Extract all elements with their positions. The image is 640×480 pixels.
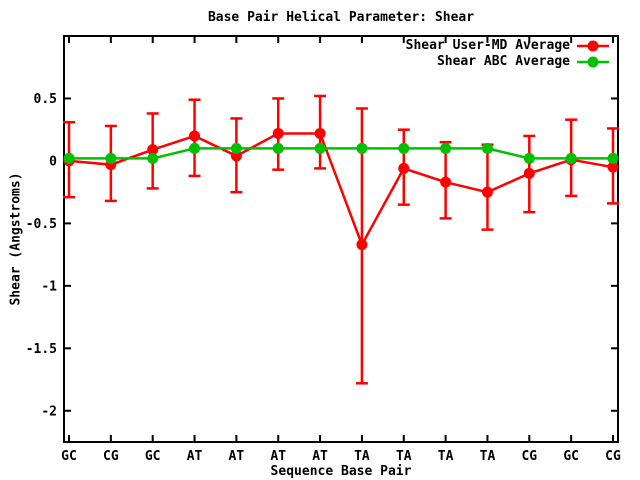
data-point <box>356 239 368 251</box>
data-point <box>189 130 201 142</box>
data-point <box>398 142 410 154</box>
data-point <box>356 142 368 154</box>
y-tick-label: -2 <box>41 404 57 419</box>
x-tick-label: CG <box>521 449 537 464</box>
legend-swatch-red-icon <box>577 40 609 51</box>
data-point <box>607 152 619 164</box>
plot-border <box>63 35 619 443</box>
legend-item-abc: Shear ABC Average <box>406 54 610 69</box>
data-point <box>314 142 326 154</box>
data-point <box>314 127 326 139</box>
data-point <box>523 152 535 164</box>
x-tick-label: CG <box>605 449 621 464</box>
y-tick-label: -1 <box>41 279 57 294</box>
data-point <box>147 144 159 156</box>
series-line-1 <box>69 147 613 160</box>
series-line-0 <box>68 132 614 248</box>
x-tick-label: GC <box>61 449 77 464</box>
data-point <box>481 186 493 198</box>
data-point <box>440 142 452 154</box>
chart-title: Base Pair Helical Parameter: Shear <box>207 10 475 25</box>
legend-item-user-md: Shear User-MD Average <box>406 38 610 53</box>
x-tick-label: AT <box>229 449 245 464</box>
x-tick-label: AT <box>312 449 328 464</box>
data-point <box>565 152 577 164</box>
x-tick-label: TA <box>354 449 370 464</box>
x-tick-label: GC <box>563 449 579 464</box>
data-point <box>105 152 117 164</box>
y-tick-label: 0 <box>49 154 57 169</box>
y-tick-label: -1.5 <box>26 342 57 357</box>
legend: Shear User-MD Average Shear ABC Average <box>406 38 610 69</box>
data-point <box>523 167 535 179</box>
x-tick-label: TA <box>438 449 454 464</box>
data-point <box>272 127 284 139</box>
data-point <box>147 152 159 164</box>
data-point <box>481 142 493 154</box>
data-point <box>189 142 201 154</box>
y-tick-label: 0.5 <box>34 92 57 107</box>
x-tick-label: AT <box>270 449 286 464</box>
x-tick-label: GC <box>145 449 161 464</box>
data-point <box>440 176 452 188</box>
x-axis-label: Sequence Base Pair <box>270 464 412 479</box>
legend-label-abc: Shear ABC Average <box>436 54 570 69</box>
y-tick-label: -0.5 <box>26 217 57 232</box>
data-point <box>272 142 284 154</box>
legend-label-user-md: Shear User-MD Average <box>405 38 570 53</box>
data-point <box>230 142 242 154</box>
x-tick-label: CG <box>103 449 119 464</box>
legend-swatch-green-icon <box>577 56 609 67</box>
x-tick-label: TA <box>480 449 496 464</box>
data-point <box>63 152 75 164</box>
x-tick-label: TA <box>396 449 412 464</box>
x-tick-label: AT <box>187 449 203 464</box>
data-point <box>607 161 619 173</box>
data-point <box>398 162 410 174</box>
